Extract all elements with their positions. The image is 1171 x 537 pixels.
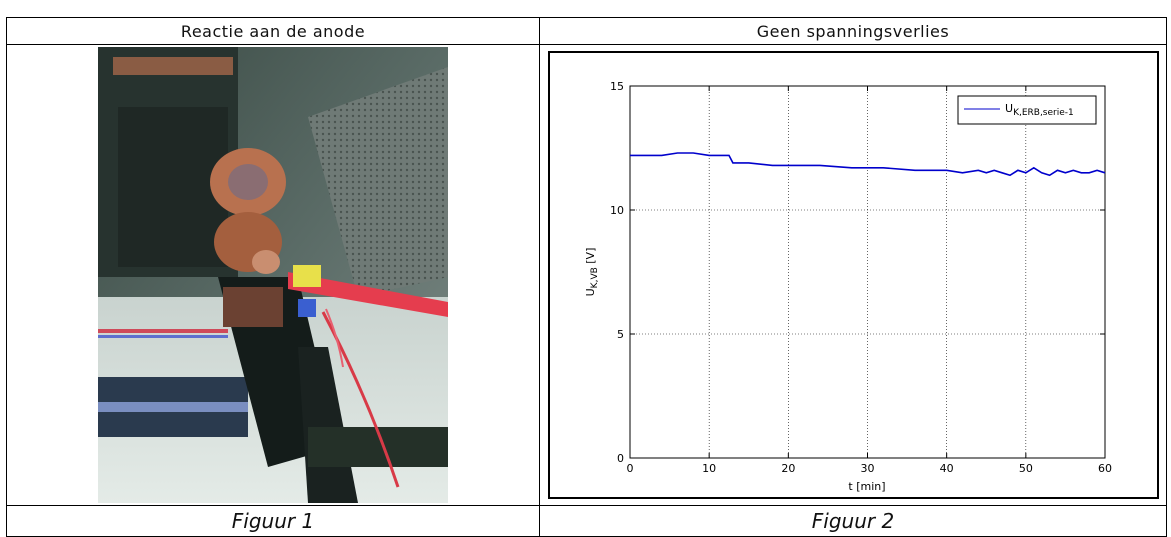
y-axis-label-unit: [V] (584, 248, 597, 268)
x-tick-label: 40 (939, 462, 953, 475)
chart-series (629, 152, 1105, 177)
battery-terminal-photo (98, 47, 448, 503)
header-left: Reactie aan de anode (6, 17, 540, 45)
chart-legend: UK,ERB,serie-1 (957, 95, 1096, 125)
x-tick-label: 30 (860, 462, 874, 475)
y-tick-label: 15 (610, 80, 624, 93)
y-tick-label: 5 (617, 328, 624, 341)
header-right: Geen spanningsverlies (539, 17, 1167, 45)
y-axis-label-sub: K,VB (590, 267, 600, 288)
legend-label-sub: K,ERB,serie-1 (1013, 108, 1074, 118)
x-tick-label: 20 (781, 462, 795, 475)
chart-ticks: 0 10 20 30 40 50 60 0 5 10 15 (610, 80, 1112, 475)
y-axis-label-main: U (584, 288, 597, 296)
legend-box (957, 95, 1096, 125)
y-axis-label: UK,VB [V] (584, 248, 600, 297)
y-tick-label: 0 (617, 452, 624, 465)
x-tick-label: 60 (1098, 462, 1112, 475)
x-tick-label: 0 (626, 462, 633, 475)
photo-cell (6, 44, 540, 506)
chart-frame: 0 10 20 30 40 50 60 0 5 10 15 t [min] UK,VB [V] UK… (547, 51, 1159, 499)
series-line (629, 152, 1105, 177)
figure-table: Reactie aan de anode Geen spanningsverli… (6, 17, 1167, 537)
chart-cell: 0 10 20 30 40 50 60 0 5 10 15 t [min] UK,VB [V] UK… (539, 44, 1167, 506)
caption-right: Figuur 2 (539, 505, 1167, 537)
legend-label: UK,ERB,serie-1 (1005, 102, 1074, 118)
chart-grid (629, 86, 1105, 458)
x-tick-label: 10 (702, 462, 716, 475)
x-axis-label: t [min] (848, 480, 885, 493)
x-tick-label: 50 (1018, 462, 1032, 475)
caption-left: Figuur 1 (6, 505, 540, 537)
y-tick-label: 10 (610, 204, 624, 217)
legend-label-main: U (1005, 102, 1013, 115)
